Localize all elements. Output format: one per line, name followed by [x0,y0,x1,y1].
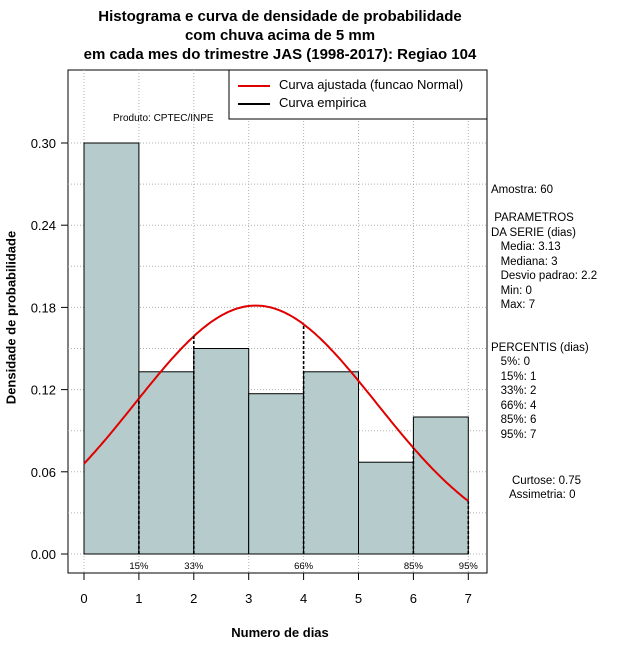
x-tick-label-7: 7 [465,591,472,606]
x-axis-label: Numero de dias [231,625,329,640]
normal-fit-curve [83,304,469,502]
x-tick-label-6: 6 [410,591,417,606]
percentile-label-4: 95% [459,561,479,572]
x-tick-label-1: 1 [135,591,142,606]
y-tick-label-0: 0.00 [31,547,56,562]
parameters-title: PARAMETROS DA SERIE (dias) [491,212,576,239]
y-tick-label-5: 0.30 [31,136,56,151]
histogram-bar-0 [83,142,140,555]
legend-label-normal: Curva ajustada (funcao Normal) [279,77,464,92]
histogram-bar-3 [248,393,305,555]
kurtosis: Curtose: 0.75 [512,475,582,487]
histogram-bar-4 [303,371,360,555]
histogram-bar-2 [193,348,250,555]
percentile-label-1: 33% [184,561,204,572]
parameters-list: Media: 3.13 Mediana: 3 Desvio padrao: 2.… [500,241,598,311]
y-tick-label-2: 0.12 [31,383,56,398]
x-tick-label-2: 2 [190,591,197,606]
legend-box [228,69,488,120]
x-tick-label-4: 4 [300,591,307,606]
chart-title-line-1: Histograma e curva de densidade de proba… [98,8,462,25]
percentiles-list: 5%: 0 15%: 1 33%: 2 66%: 4 85%: 6 95%: 7 [500,356,537,441]
y-tick-label-4: 0.24 [31,218,56,233]
percentile-label-2: 66% [294,561,314,572]
skewness: Assimetria: 0 [509,489,576,501]
chart-title-line-3: em cada mes do trimestre JAS (1998-2017)… [83,46,477,63]
x-tick-label-3: 3 [245,591,252,606]
chart-title-line-2: com chuva acima de 5 mm [184,27,376,44]
histogram-bar-1 [138,371,195,555]
histogram-bar-5 [358,461,414,555]
sample-size: Amostra: 60 [491,184,553,196]
y-tick-label-1: 0.06 [31,465,56,480]
y-tick-label-3: 0.18 [31,300,56,315]
percentile-label-3: 85% [404,561,424,572]
percentile-label-0: 15% [129,561,149,572]
x-tick-label-0: 0 [80,591,87,606]
histogram-bar-6 [412,416,469,555]
x-tick-label-5: 5 [355,591,362,606]
y-axis-label: Densidade de probabilidade [3,230,19,405]
legend-label-empirical: Curva empirica [279,95,367,110]
percentiles-title: PERCENTIS (dias) [491,342,589,354]
product-annotation: Produto: CPTEC/INPE [113,113,214,124]
